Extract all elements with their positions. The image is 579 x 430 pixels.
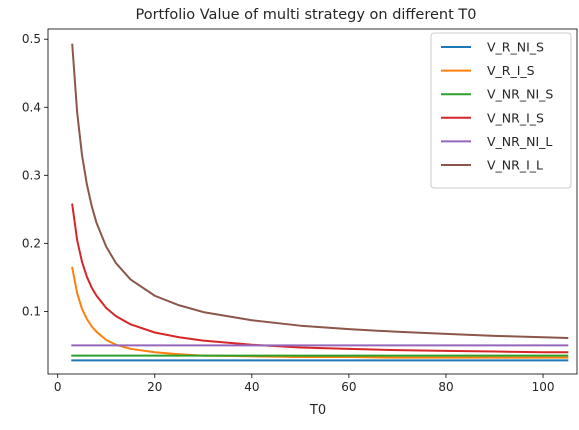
legend-item-v-nr-ni-s: V_NR_NI_S (441, 87, 553, 102)
legend-item-v-nr-i-s: V_NR_I_S (441, 110, 544, 125)
x-tick-label: 60 (341, 380, 356, 394)
legend-label: V_R_I_S (487, 63, 535, 78)
legend-box (430, 32, 572, 189)
x-tick-label: 20 (147, 380, 162, 394)
legend-label: V_NR_I_L (487, 158, 543, 173)
y-tick-label: 0.3 (22, 168, 41, 182)
legend-item-v-nr-ni-l: V_NR_NI_L (441, 134, 552, 149)
y-tick-label: 0.5 (22, 32, 41, 46)
legend-item-v-nr-i-l: V_NR_I_L (441, 158, 543, 173)
legend-label: V_NR_NI_L (487, 134, 552, 149)
x-axis-ticks: 0 20 40 60 80 100 (54, 374, 555, 394)
series-line-v-nr-i-l (71, 43, 569, 339)
chart-title: Portfolio Value of multi strategy on dif… (136, 7, 477, 23)
x-tick-label: 80 (438, 380, 453, 394)
x-tick-label: 100 (532, 380, 555, 394)
series-line-v-nr-i-s (71, 203, 569, 354)
x-tick-label: 40 (244, 380, 259, 394)
legend-label: V_NR_I_S (487, 110, 544, 125)
legend-label: V_R_NI_S (487, 40, 544, 55)
x-axis-label: T0 (309, 403, 326, 418)
legend-label: V_NR_NI_S (487, 87, 553, 102)
legend: V_R_NI_S V_R_I_S V_NR_NI_S V_NR_I_S V_NR_NI_… (430, 32, 572, 189)
plot-frame (47, 28, 578, 375)
series-line-v-r-i-s (71, 266, 569, 359)
x-tick-label: 0 (54, 380, 62, 394)
legend-item-v-r-i-s: V_R_I_S (441, 63, 535, 78)
plot-lines (71, 43, 569, 362)
y-tick-label: 0.4 (22, 100, 41, 114)
legend-item-v-r-ni-s: V_R_NI_S (441, 40, 544, 55)
y-tick-label: 0.2 (22, 236, 41, 250)
y-axis-ticks: 0.1 0.2 0.3 0.4 0.5 (22, 32, 48, 318)
y-tick-label: 0.1 (22, 304, 41, 318)
